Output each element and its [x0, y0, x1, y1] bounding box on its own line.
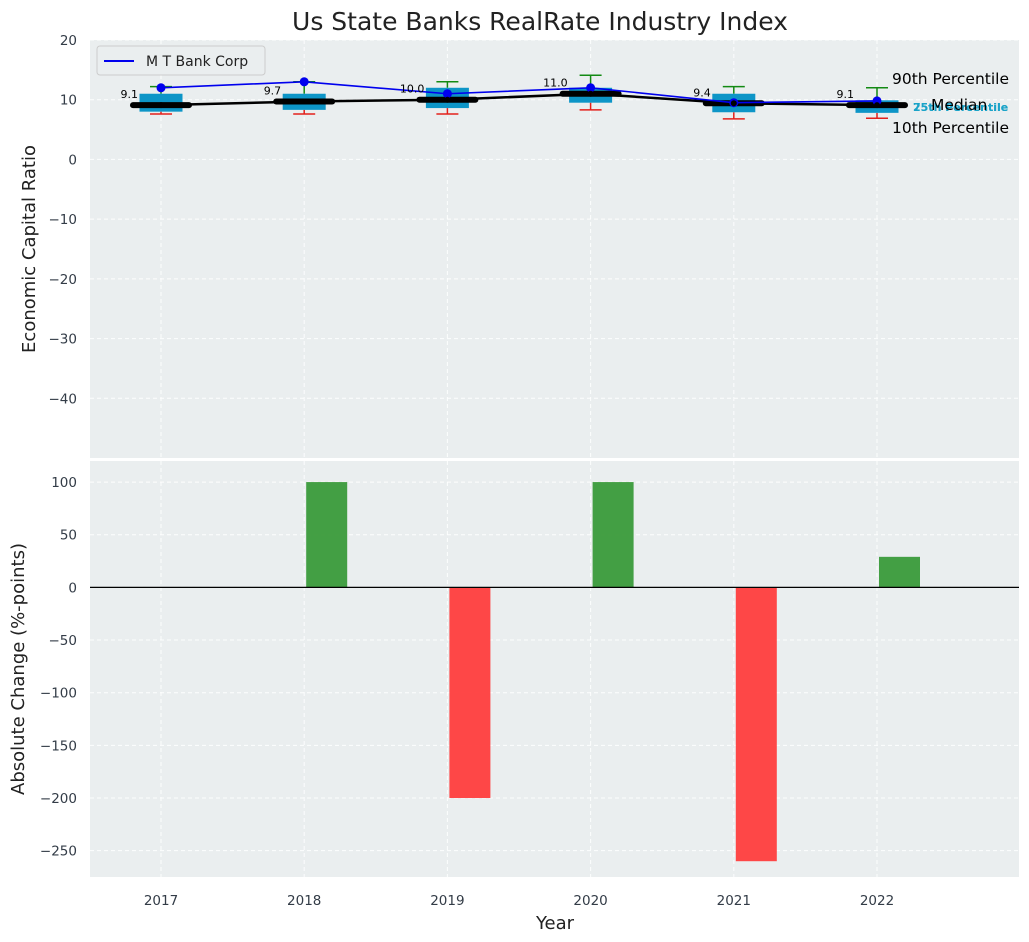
top-y-axis-label: Economic Capital Ratio — [19, 145, 40, 353]
legend-frame — [96, 45, 266, 76]
bottom-y-tick-label: −200 — [40, 791, 77, 807]
change-bar-2021 — [735, 587, 777, 862]
top-labels: 9.1 9.7 10.0 11.0 9.4 9.1 90th Percentile 75th … — [121, 70, 1010, 137]
median-value-label: 9.1 — [837, 88, 855, 101]
x-tick-label: 2018 — [287, 893, 321, 909]
top-y-tick-label: 0 — [68, 152, 77, 168]
bottom-y-tick-label: 50 — [60, 528, 77, 544]
bank-point-2017 — [156, 83, 166, 93]
bank-point-2018 — [299, 77, 309, 87]
median-point-2017 — [158, 102, 164, 109]
top-y-tick-label: −20 — [49, 272, 78, 288]
chart-title: Us State Banks RealRate Industry Index — [292, 7, 788, 36]
top-panel: 20 10 0 −10 −20 −30 −40 9.1 9.7 10.0 11.0 9.4 9.1 90… — [19, 33, 1019, 458]
label-25th-percentile: 25th Percentile — [913, 101, 1008, 114]
median-value-label: 10.0 — [400, 83, 425, 96]
top-y-tick-label: −10 — [49, 212, 78, 228]
top-lines — [156, 77, 882, 109]
change-bar-2019 — [449, 587, 491, 799]
bottom-x-axis-label: Year — [535, 913, 575, 934]
bottom-x-ticks: 2017 2018 2019 2020 2021 2022 — [144, 893, 894, 909]
median-value-label: 9.7 — [264, 85, 282, 98]
x-tick-label: 2022 — [860, 893, 894, 909]
bottom-plot-background — [90, 461, 1019, 877]
median-point-2019 — [444, 96, 451, 103]
bottom-y-ticks: 100 50 0 −50 −100 −150 −200 −250 — [40, 475, 77, 860]
bank-point-2020 — [586, 83, 596, 93]
x-tick-label: 2021 — [717, 893, 751, 909]
x-tick-label: 2017 — [144, 893, 178, 909]
bottom-y-axis-label: Absolute Change (%-points) — [8, 543, 29, 795]
median-point-2020 — [587, 90, 594, 97]
median-point-2018 — [301, 98, 308, 105]
bank-line — [160, 80, 878, 104]
top-y-tick-label: 10 — [60, 93, 77, 109]
top-grid — [90, 39, 1019, 458]
bottom-y-tick-label: −100 — [40, 686, 77, 702]
median-point-2021 — [730, 100, 737, 107]
x-tick-label: 2020 — [573, 893, 607, 909]
top-y-tick-label: 20 — [60, 33, 77, 49]
median-value-label: 9.1 — [121, 88, 139, 101]
median-line — [160, 92, 878, 107]
label-10th-percentile: 10th Percentile — [892, 119, 1009, 137]
label-median: Median — [931, 96, 987, 114]
median-value-label: 9.4 — [693, 86, 711, 99]
bank-point-2019 — [442, 89, 452, 99]
top-y-ticks: 20 10 0 −10 −20 −30 −40 — [49, 33, 78, 407]
bottom-y-tick-label: −150 — [40, 738, 77, 754]
bottom-y-tick-label: 100 — [51, 475, 77, 491]
bottom-y-tick-label: −250 — [40, 844, 77, 860]
median-point-2022 — [874, 102, 880, 109]
label-75th-percentile: 75th Percentile — [913, 101, 1008, 114]
bottom-y-tick-label: −50 — [49, 633, 78, 649]
change-bar-2020 — [592, 482, 634, 588]
label-90th-percentile: 90th Percentile — [892, 70, 1009, 88]
x-tick-label: 2019 — [430, 893, 464, 909]
top-y-tick-label: −40 — [49, 391, 78, 407]
bottom-bars — [306, 482, 920, 862]
change-bar-2022 — [879, 556, 920, 588]
change-bar-2018 — [306, 482, 348, 588]
median-value-label: 11.0 — [543, 77, 568, 90]
bottom-y-tick-label: 0 — [68, 580, 77, 596]
legend: M T Bank Corp — [96, 45, 266, 76]
legend-label-bank: M T Bank Corp — [146, 54, 248, 70]
top-y-tick-label: −30 — [49, 332, 78, 348]
